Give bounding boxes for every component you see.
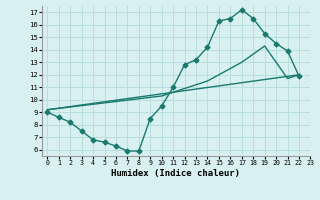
X-axis label: Humidex (Indice chaleur): Humidex (Indice chaleur) [111,169,241,178]
